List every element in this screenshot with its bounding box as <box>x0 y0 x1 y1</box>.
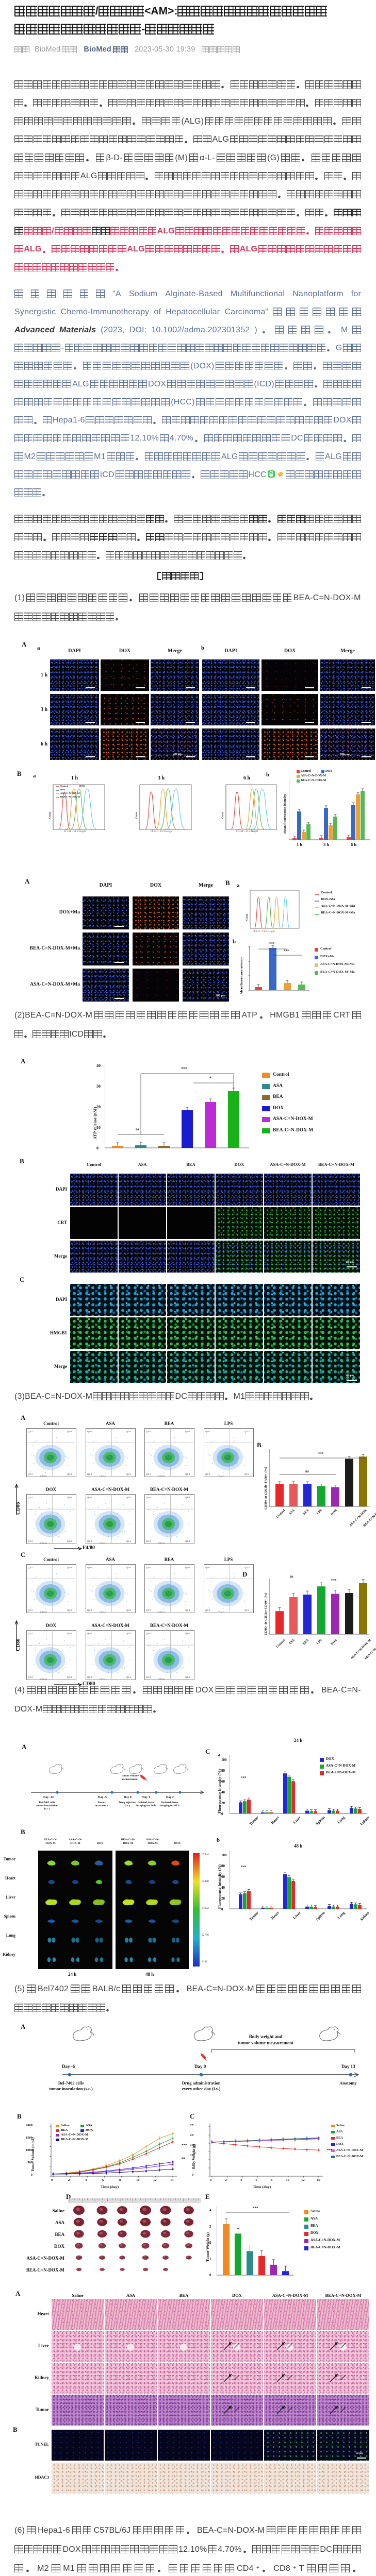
svg-text:Q3-1: Q3-1 <box>146 1566 151 1569</box>
svg-text:Q3-3: Q3-3 <box>87 1473 92 1476</box>
svg-text:Q3-1: Q3-1 <box>87 1566 92 1569</box>
svg-text:Q3-1: Q3-1 <box>28 1430 33 1433</box>
svg-text:Q3-2: Q3-2 <box>126 1496 132 1499</box>
svg-text:FITC-H: FITC-H <box>100 1542 106 1544</box>
svg-text:FITC-H: FITC-H <box>100 1611 106 1613</box>
svg-text:Q3-1: Q3-1 <box>146 1430 151 1433</box>
svg-text:Q3-2: Q3-2 <box>244 1430 250 1433</box>
svg-text:Q3-1: Q3-1 <box>28 1632 33 1635</box>
svg-text:Q3-3: Q3-3 <box>28 1540 33 1543</box>
svg-text:Q3-2: Q3-2 <box>67 1496 72 1499</box>
svg-text:FITC-H: FITC-H <box>100 1678 106 1680</box>
svg-text:Q3-3: Q3-3 <box>205 1609 210 1612</box>
svg-text:FITC-H: FITC-H <box>158 1611 165 1613</box>
svg-text:Q3-3: Q3-3 <box>146 1540 151 1543</box>
svg-text:Q3-3: Q3-3 <box>205 1473 210 1476</box>
svg-text:FITC-H: FITC-H <box>158 1678 165 1680</box>
svg-text:FITC-H: FITC-H <box>40 1611 47 1613</box>
svg-text:Q3-3: Q3-3 <box>146 1676 151 1679</box>
svg-text:FITC-H: FITC-H <box>40 1475 47 1477</box>
svg-text:FITC-H: FITC-H <box>40 1678 47 1680</box>
svg-text:Q3-4: Q3-4 <box>126 1609 132 1612</box>
svg-text:FITC-H: FITC-H <box>40 1542 47 1544</box>
svg-text:Q3-4: Q3-4 <box>67 1609 72 1612</box>
svg-text:FITC-H: FITC-H <box>218 1611 224 1613</box>
svg-text:FITC-H: FITC-H <box>218 1475 224 1477</box>
svg-text:Q3-4: Q3-4 <box>67 1473 72 1476</box>
svg-text:Q3-2: Q3-2 <box>126 1632 132 1635</box>
svg-text:Q3-1: Q3-1 <box>87 1632 92 1635</box>
svg-text:Q3-1: Q3-1 <box>87 1496 92 1499</box>
svg-text:Q3-2: Q3-2 <box>185 1430 190 1433</box>
svg-text:Q3-3: Q3-3 <box>87 1676 92 1679</box>
svg-text:Q3-2: Q3-2 <box>185 1632 190 1635</box>
svg-text:Q3-3: Q3-3 <box>146 1473 151 1476</box>
svg-text:Q3-3: Q3-3 <box>28 1676 33 1679</box>
svg-text:Q3-3: Q3-3 <box>87 1540 92 1543</box>
svg-text:Q3-4: Q3-4 <box>185 1609 190 1612</box>
svg-text:Q3-1: Q3-1 <box>87 1430 92 1433</box>
svg-text:FITC-H: FITC-H <box>158 1542 165 1544</box>
svg-text:Q3-2: Q3-2 <box>67 1430 72 1433</box>
svg-text:Q3-4: Q3-4 <box>185 1473 190 1476</box>
svg-text:Q3-4: Q3-4 <box>126 1676 132 1679</box>
svg-text:Q3-4: Q3-4 <box>244 1609 250 1612</box>
svg-text:Q3-1: Q3-1 <box>146 1496 151 1499</box>
svg-text:FITC-H: FITC-H <box>100 1475 106 1477</box>
svg-text:Q3-4: Q3-4 <box>126 1473 132 1476</box>
svg-text:Q3-4: Q3-4 <box>67 1676 72 1679</box>
svg-text:Q3-4: Q3-4 <box>126 1540 132 1543</box>
svg-text:Q3-2: Q3-2 <box>185 1496 190 1499</box>
svg-text:Q3-2: Q3-2 <box>126 1566 132 1569</box>
svg-text:Q3-1: Q3-1 <box>146 1632 151 1635</box>
svg-text:Q3-2: Q3-2 <box>67 1566 72 1569</box>
svg-text:Q3-1: Q3-1 <box>205 1566 210 1569</box>
svg-text:Q3-3: Q3-3 <box>87 1609 92 1612</box>
svg-text:Q3-4: Q3-4 <box>185 1540 190 1543</box>
svg-text:Q3-3: Q3-3 <box>28 1609 33 1612</box>
svg-text:Q3-4: Q3-4 <box>244 1473 250 1476</box>
svg-text:Q3-4: Q3-4 <box>67 1540 72 1543</box>
svg-text:Q3-1: Q3-1 <box>28 1496 33 1499</box>
svg-text:Q3-2: Q3-2 <box>244 1566 250 1569</box>
svg-text:Q3-3: Q3-3 <box>28 1473 33 1476</box>
svg-text:Q3-2: Q3-2 <box>185 1566 190 1569</box>
svg-text:Q3-1: Q3-1 <box>28 1566 33 1569</box>
svg-text:Q3-2: Q3-2 <box>126 1430 132 1433</box>
svg-text:Q3-2: Q3-2 <box>67 1632 72 1635</box>
svg-text:Q3-1: Q3-1 <box>205 1430 210 1433</box>
svg-text:Q3-3: Q3-3 <box>146 1609 151 1612</box>
svg-text:Q3-4: Q3-4 <box>185 1676 190 1679</box>
svg-text:FITC-H: FITC-H <box>158 1475 165 1477</box>
